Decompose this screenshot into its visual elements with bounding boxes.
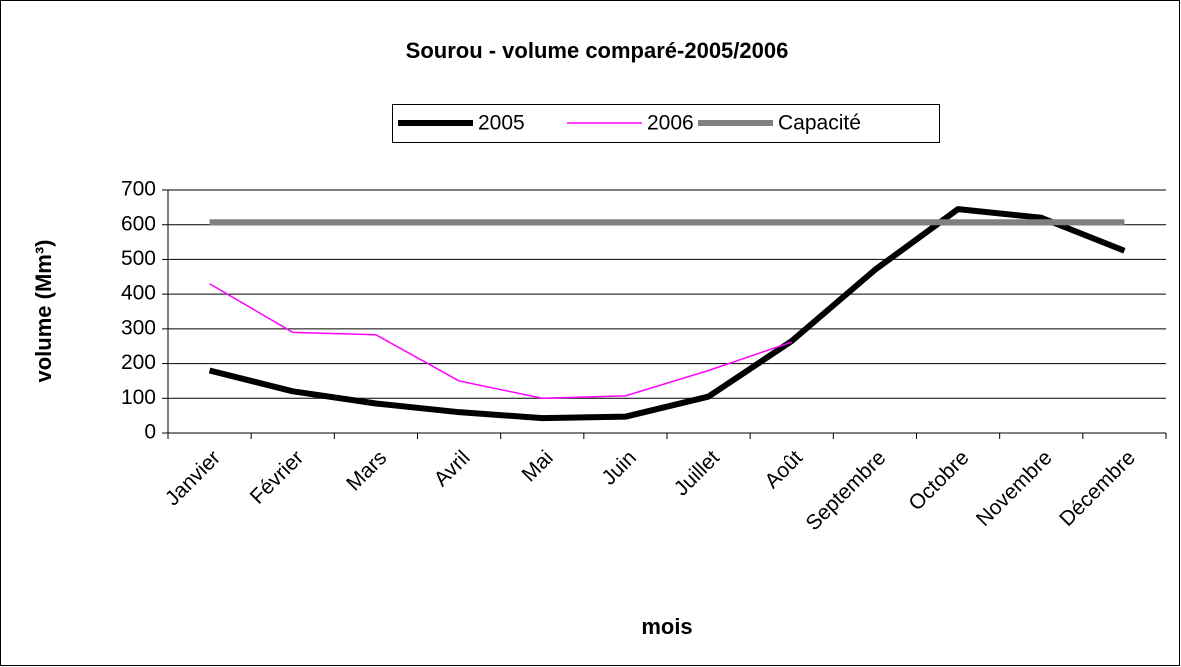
y-axis-label: volume (Mm³)	[31, 240, 56, 383]
legend-label: 2005	[478, 112, 525, 135]
y-tick-label: 0	[144, 421, 156, 444]
series-line	[209, 283, 792, 400]
chart-title: Sourou - volume comparé-2005/2006	[406, 38, 789, 63]
y-tick-label: 500	[121, 247, 156, 270]
y-tick-label: 300	[121, 316, 156, 339]
legend-label: Capacité	[778, 112, 861, 135]
series-line	[208, 206, 1126, 422]
y-tick-label: 100	[121, 386, 156, 409]
y-tick-label: 600	[121, 212, 156, 235]
legend-box	[392, 104, 940, 143]
legend-label: 2006	[647, 112, 694, 135]
x-axis-label: mois	[641, 614, 692, 639]
y-tick-label: 700	[121, 178, 156, 201]
y-tick-label: 400	[121, 282, 156, 305]
y-tick-label: 200	[121, 351, 156, 374]
